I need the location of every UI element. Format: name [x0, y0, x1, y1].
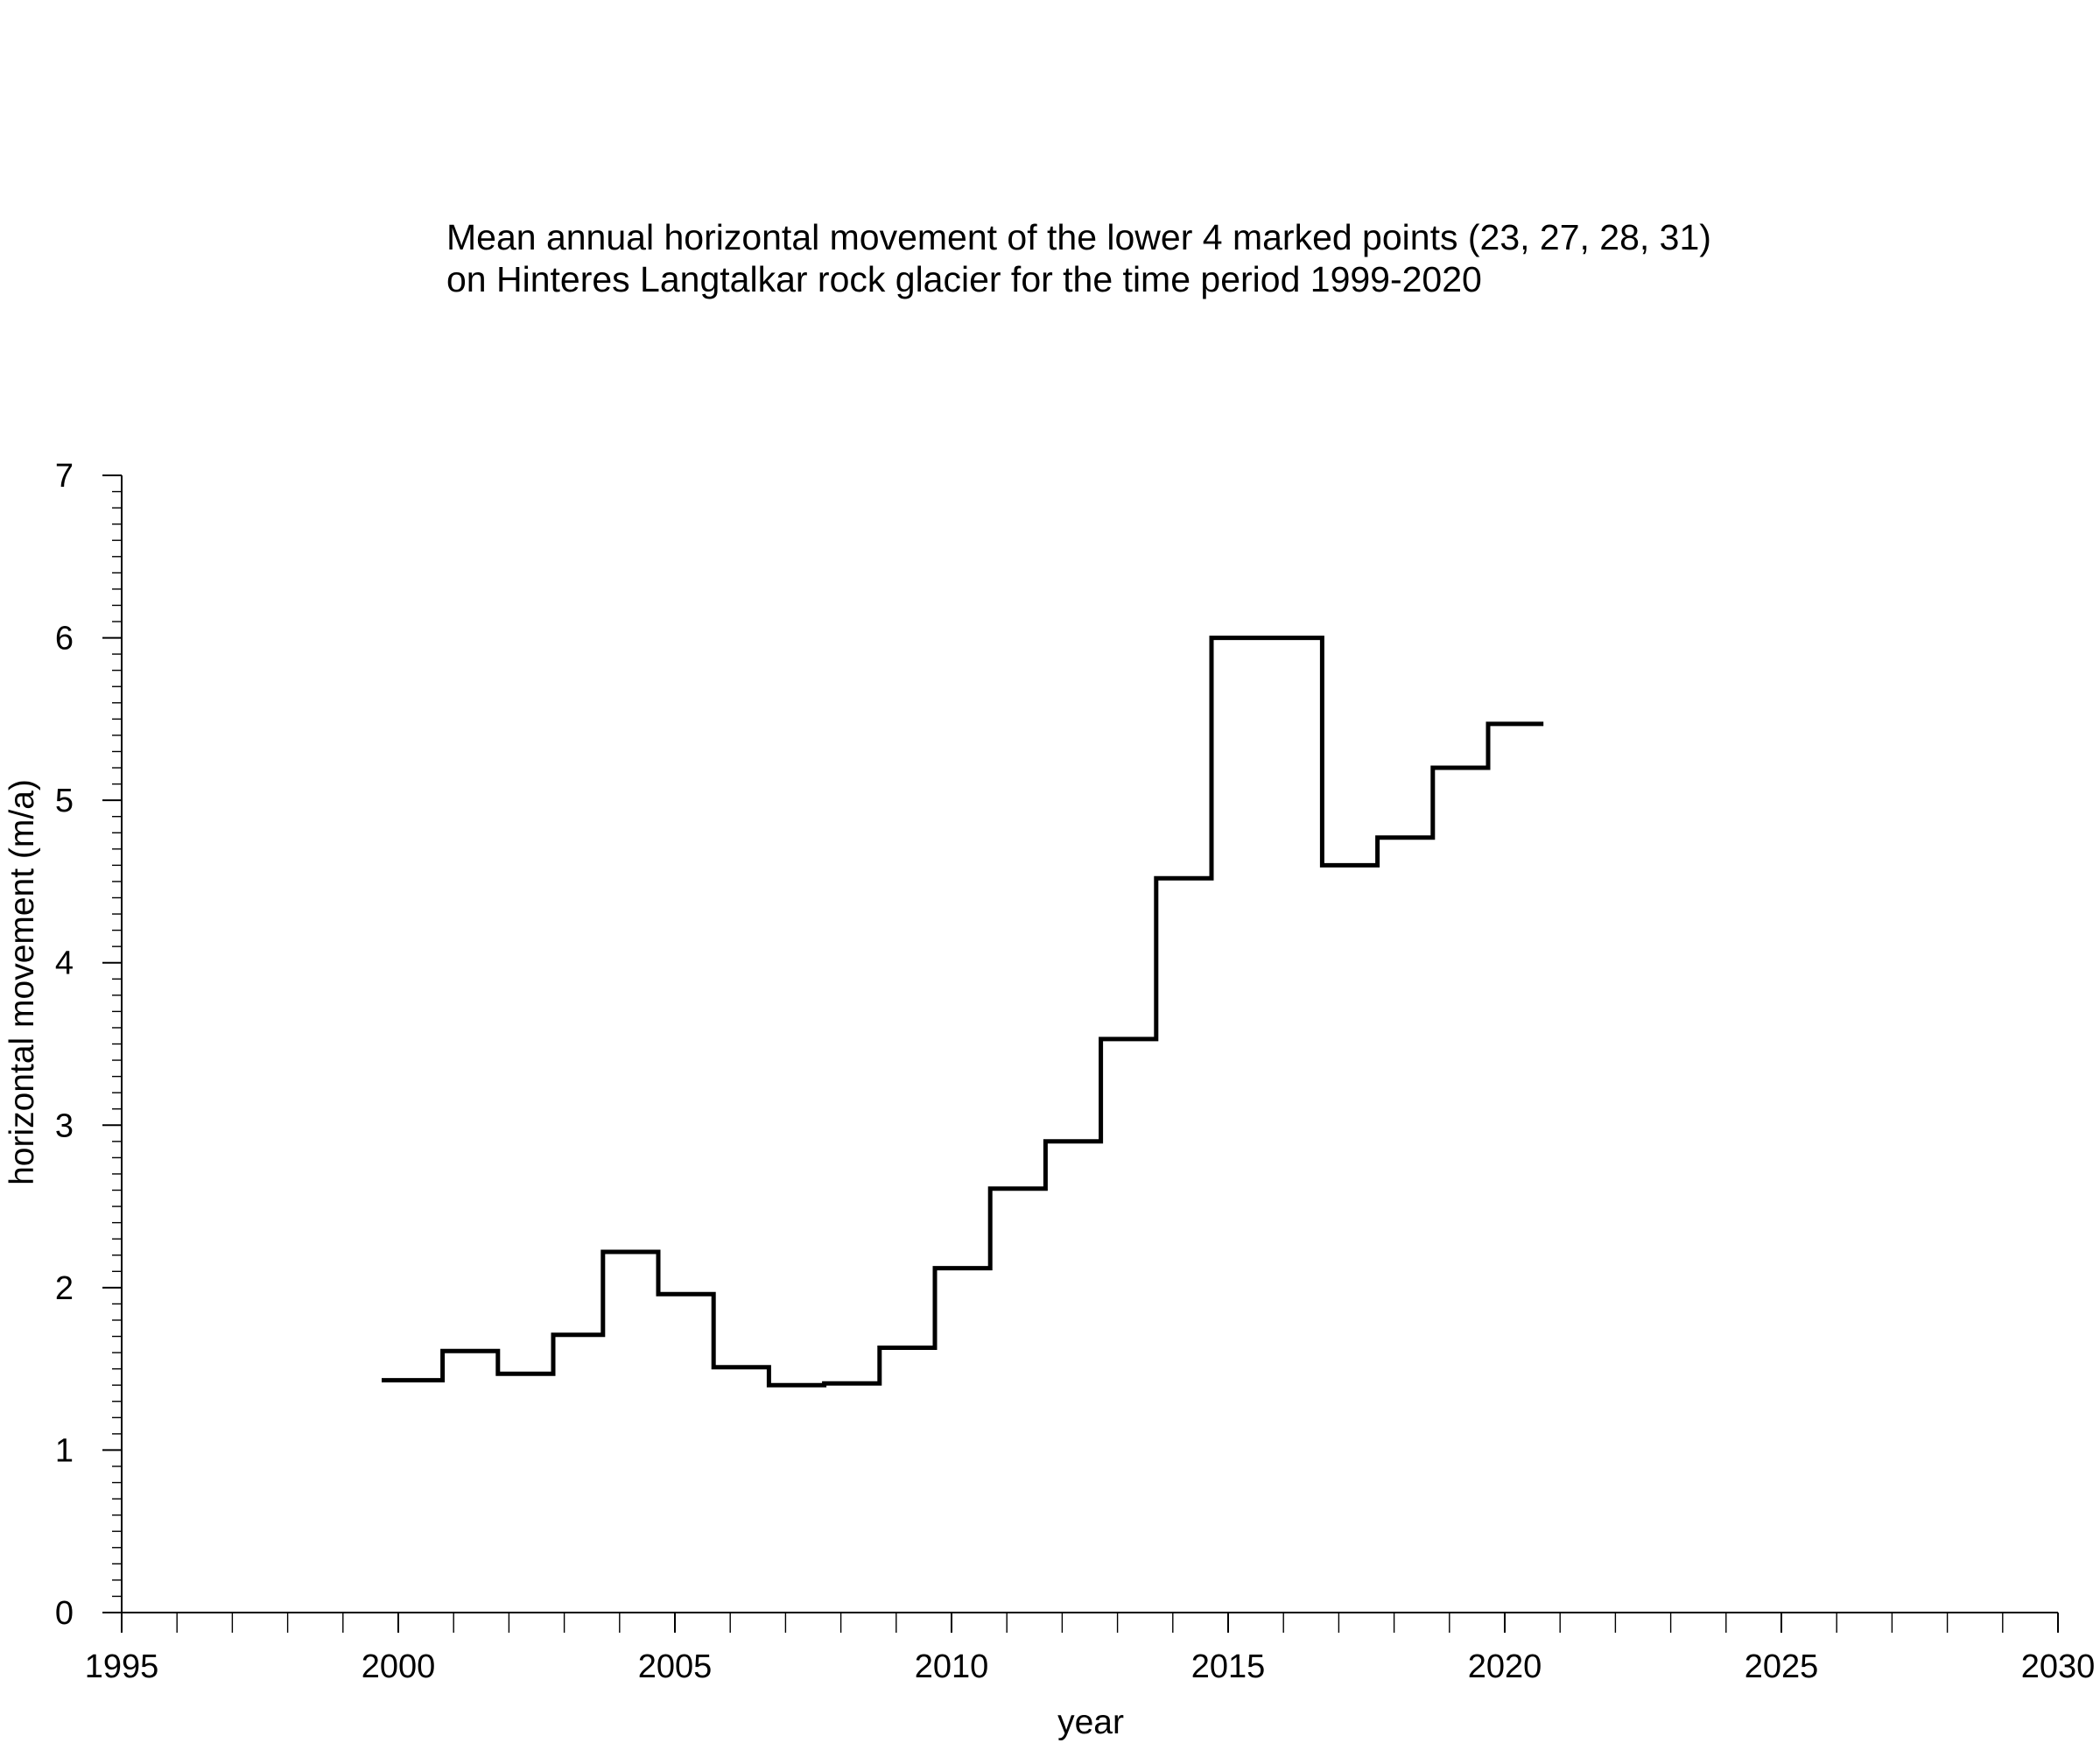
x-tick-label: 2005: [638, 1648, 713, 1685]
x-tick-label: 2015: [1191, 1648, 1266, 1685]
x-tick-label: 2010: [915, 1648, 989, 1685]
data-series: [382, 636, 1544, 1388]
y-axis-label: horizontal movement (m/a): [4, 779, 41, 1185]
y-tick-label: 4: [55, 945, 74, 982]
chart-title-line-2: on Hinteres Langtalkar rock glacier for …: [446, 259, 1482, 299]
y-tick-label: 3: [55, 1107, 74, 1144]
axes: [121, 475, 2058, 1613]
y-tick-label: 2: [55, 1270, 74, 1307]
chart-title-line-1: Mean annual horizontal movement of the l…: [446, 217, 1711, 257]
x-axis-label: year: [1057, 1704, 1124, 1741]
series-line: [382, 636, 1544, 1388]
y-tick-label: 5: [55, 783, 74, 819]
y-tick-label: 6: [55, 621, 74, 657]
x-axis-ticks: 1995 2000 2005 2010 2015 2020 2025 2030: [85, 1613, 2096, 1685]
x-tick-label: 2025: [1745, 1648, 1819, 1685]
y-axis-ticks: 0 1 2 3 4 5 6 7: [55, 458, 122, 1632]
x-tick-label: 1995: [85, 1648, 159, 1685]
x-tick-label: 2030: [2021, 1648, 2096, 1685]
y-tick-label: 0: [55, 1595, 74, 1632]
x-tick-label: 2020: [1468, 1648, 1542, 1685]
x-tick-label: 2000: [362, 1648, 436, 1685]
y-tick-label: 7: [55, 458, 74, 495]
y-tick-label: 1: [55, 1432, 74, 1469]
